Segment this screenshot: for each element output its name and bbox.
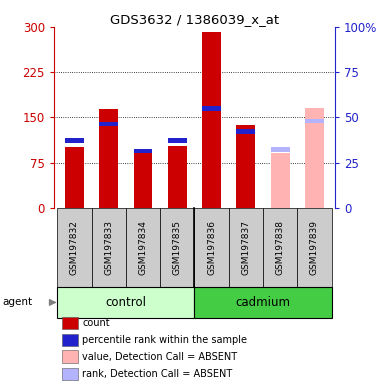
Text: GSM197838: GSM197838: [276, 220, 285, 275]
Bar: [134, 154, 152, 208]
Bar: [62, 350, 78, 363]
Bar: [305, 119, 324, 123]
Bar: [62, 368, 78, 380]
Text: value, Detection Call = ABSENT: value, Detection Call = ABSENT: [82, 351, 237, 361]
Bar: [194, 287, 331, 318]
Text: cadmium: cadmium: [236, 296, 290, 309]
Bar: [168, 138, 187, 143]
Text: control: control: [105, 296, 146, 309]
Bar: [65, 147, 84, 208]
Bar: [236, 129, 255, 134]
Bar: [194, 208, 229, 287]
Text: rank, Detection Call = ABSENT: rank, Detection Call = ABSENT: [82, 369, 232, 379]
Bar: [263, 208, 297, 287]
Title: GDS3632 / 1386039_x_at: GDS3632 / 1386039_x_at: [110, 13, 279, 26]
Text: GSM197837: GSM197837: [241, 220, 250, 275]
Bar: [271, 154, 290, 208]
Text: GSM197839: GSM197839: [310, 220, 319, 275]
Bar: [65, 138, 84, 143]
Bar: [236, 125, 255, 208]
Bar: [57, 208, 92, 287]
Bar: [202, 106, 221, 111]
Bar: [99, 122, 118, 126]
Bar: [126, 208, 160, 287]
Bar: [57, 287, 194, 318]
Text: count: count: [82, 318, 110, 328]
Bar: [297, 208, 331, 287]
Text: percentile rank within the sample: percentile rank within the sample: [82, 335, 247, 345]
Bar: [62, 317, 78, 329]
Bar: [168, 146, 187, 208]
Bar: [62, 334, 78, 346]
Bar: [229, 208, 263, 287]
Bar: [202, 32, 221, 208]
Text: GSM197834: GSM197834: [139, 220, 147, 275]
Text: GSM197832: GSM197832: [70, 220, 79, 275]
Bar: [305, 108, 324, 208]
Text: GSM197836: GSM197836: [207, 220, 216, 275]
Text: GSM197833: GSM197833: [104, 220, 113, 275]
Text: agent: agent: [2, 298, 32, 308]
Bar: [271, 147, 290, 152]
Bar: [92, 208, 126, 287]
Bar: [134, 149, 152, 154]
Text: GSM197835: GSM197835: [173, 220, 182, 275]
Bar: [160, 208, 194, 287]
Bar: [99, 109, 118, 208]
